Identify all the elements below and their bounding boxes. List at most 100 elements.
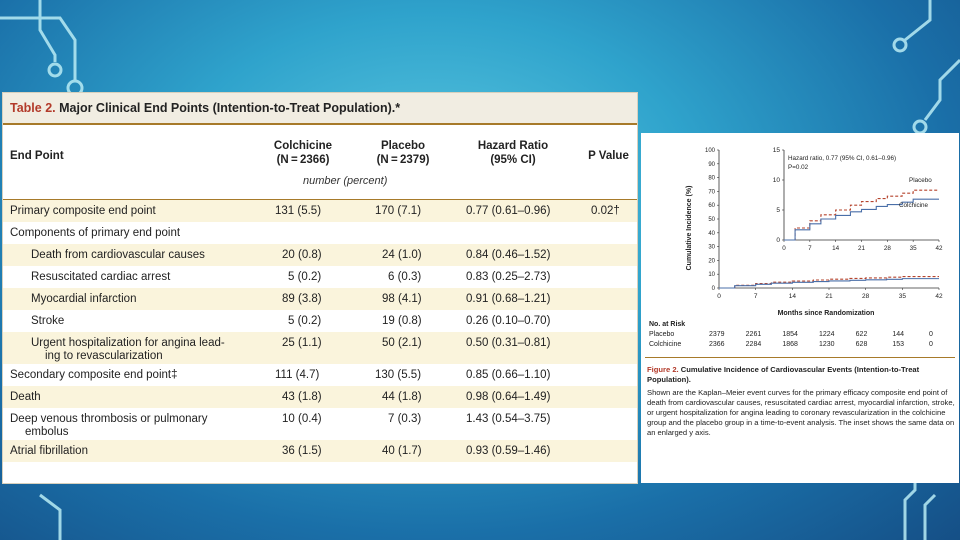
header-endpoint: End Point xyxy=(10,150,64,162)
endpoint-cell: Urgent hospitalization for angina lead- xyxy=(31,337,225,349)
table-panel: Table 2. Major Clinical End Points (Inte… xyxy=(2,92,638,484)
inset-y-tick-label: 5 xyxy=(776,207,780,214)
inset-x-tick-label: 42 xyxy=(935,245,943,252)
caption-title-text: Cumulative Incidence of Cardiovascular E… xyxy=(647,365,920,384)
endpoint-cell-continued: embolus xyxy=(25,426,69,438)
at-risk-value: 2284 xyxy=(745,341,762,348)
y-tick-label: 100 xyxy=(705,148,716,154)
p-cell: 0.02† xyxy=(591,205,620,217)
at-risk-row-colchicine: Colchicine 2366 2284 1868 1230 628 153 0 xyxy=(649,341,955,351)
endpoint-cell: Resuscitated cardiac arrest xyxy=(31,271,171,283)
inset-x-tick-label: 14 xyxy=(832,245,840,252)
colchicine-cell: 111 (4.7) xyxy=(275,369,320,381)
legend-placebo: Placebo xyxy=(909,177,932,184)
table-body: Primary composite end point 131 (5.5) 17… xyxy=(3,200,637,462)
at-risk-value: 1854 xyxy=(782,331,798,338)
hr-cell: 0.84 (0.46–1.52) xyxy=(466,249,551,261)
figure-caption: Figure 2. Cumulative Incidence of Cardio… xyxy=(647,365,955,438)
at-risk-value: 0 xyxy=(929,341,933,348)
at-risk-group: Placebo xyxy=(649,331,675,338)
header-colchicine-n: (N = 2366) xyxy=(276,154,330,166)
endpoint-cell: Deep venous thrombosis or pulmonary xyxy=(10,413,208,425)
hr-cell: 0.83 (0.25–2.73) xyxy=(466,271,551,283)
header-colchicine: Colchicine (N = 2366) xyxy=(258,139,348,167)
y-tick-label: 10 xyxy=(708,272,715,278)
at-risk-title: No. at Risk xyxy=(649,321,686,328)
table-title-text: Major Clinical End Points (Intention-to-… xyxy=(59,101,401,115)
table-row: Primary composite end point 131 (5.5) 17… xyxy=(3,200,637,222)
y-tick-label: 70 xyxy=(708,189,715,195)
x-tick-label: 0 xyxy=(717,293,721,300)
at-risk-value: 622 xyxy=(855,331,868,338)
at-risk-value: 1230 xyxy=(819,341,835,348)
inset-y-tick-label: 10 xyxy=(773,177,781,184)
hr-cell: 0.77 (0.61–0.96) xyxy=(466,205,551,217)
endpoint-cell: Death xyxy=(10,391,41,403)
table-row: Resuscitated cardiac arrest 5 (0.2) 6 (0… xyxy=(3,266,637,288)
inset-y-tick-label: 15 xyxy=(773,147,781,154)
header-placebo-name: Placebo xyxy=(380,140,426,152)
y-tick-label: 50 xyxy=(708,217,715,223)
x-tick-label: 14 xyxy=(789,293,797,300)
colchicine-cell: 36 (1.5) xyxy=(282,445,322,457)
header-placebo-n: (N = 2379) xyxy=(376,154,430,166)
inset-x-tick-label: 35 xyxy=(910,245,918,252)
table-row: Stroke 5 (0.2) 19 (0.8) 0.26 (0.10–0.70) xyxy=(3,310,637,332)
colchicine-cell: 10 (0.4) xyxy=(282,413,322,425)
y-tick-label: 60 xyxy=(708,203,715,209)
figure-label: Figure 2. xyxy=(647,365,679,374)
figure-panel: Cumulative Incidence (%) Months since Ra… xyxy=(641,133,959,483)
inset-x-tick-label: 0 xyxy=(782,245,786,252)
placebo-cell: 19 (0.8) xyxy=(382,315,422,327)
x-tick-label: 35 xyxy=(899,293,907,300)
header-hazard-ratio: Hazard Ratio (95% CI) xyxy=(463,139,563,167)
at-risk-value: 1224 xyxy=(819,331,835,338)
endpoint-cell: Death from cardiovascular causes xyxy=(31,249,205,261)
placebo-cell: 40 (1.7) xyxy=(382,445,422,457)
colchicine-cell: 5 (0.2) xyxy=(288,315,322,327)
endpoint-cell: Primary composite end point xyxy=(10,205,156,217)
table-row: Components of primary end point xyxy=(3,222,637,244)
hr-cell: 0.93 (0.59–1.46) xyxy=(466,445,551,457)
colchicine-cell: 5 (0.2) xyxy=(288,271,322,283)
table-header: End Point Colchicine (N = 2366) Placebo … xyxy=(3,125,637,200)
endpoint-cell: Secondary composite end point‡ xyxy=(10,369,178,381)
placebo-cell: 98 (4.1) xyxy=(382,293,422,305)
hr-cell: 0.85 (0.66–1.10) xyxy=(466,369,551,381)
main-series xyxy=(719,275,939,289)
placebo-cell: 170 (7.1) xyxy=(375,205,422,217)
caption-separator xyxy=(645,357,955,358)
endpoint-cell: Myocardial infarction xyxy=(31,293,137,305)
endpoint-cell: Components of primary end point xyxy=(10,227,181,239)
hr-cell: 0.98 (0.64–1.49) xyxy=(466,391,551,403)
y-tick-label: 40 xyxy=(708,231,715,237)
x-tick-label: 28 xyxy=(862,293,870,300)
endpoint-cell: Atrial fibrillation xyxy=(10,445,88,457)
table-row: Deep venous thrombosis or pulmonary embo… xyxy=(3,408,637,440)
table-row: Urgent hospitalization for angina lead- … xyxy=(3,332,637,364)
table-label: Table 2. xyxy=(10,101,56,115)
inset-chart: 0 5 10 15 0 7 14 21 28 35 42 xyxy=(773,147,943,252)
endpoint-cell: Stroke xyxy=(31,315,65,327)
placebo-cell: 7 (0.3) xyxy=(388,413,422,425)
caption-body: Shown are the Kaplan–Meier event curves … xyxy=(647,388,955,437)
colchicine-cell: 43 (1.8) xyxy=(282,391,322,403)
at-risk-group: Colchicine xyxy=(649,341,682,348)
table-row: Death from cardiovascular causes 20 (0.8… xyxy=(3,244,637,266)
units-label: number (percent) xyxy=(303,175,388,187)
at-risk-value: 153 xyxy=(892,341,905,348)
inset-series-line-colchicine xyxy=(784,198,939,241)
inset-x-tick-label: 28 xyxy=(884,245,892,252)
y-tick-label: 0 xyxy=(712,286,716,292)
table-row: Myocardial infarction 89 (3.8) 98 (4.1) … xyxy=(3,288,637,310)
y-tick-label: 30 xyxy=(708,245,715,251)
at-risk-value: 628 xyxy=(855,341,868,348)
x-tick-label: 21 xyxy=(825,293,833,300)
placebo-cell: 130 (5.5) xyxy=(375,369,422,381)
y-tick-label: 90 xyxy=(708,162,715,168)
at-risk-value: 2379 xyxy=(709,331,725,338)
header-placebo: Placebo (N = 2379) xyxy=(358,139,448,167)
header-colchicine-name: Colchicine xyxy=(273,140,333,152)
table-row: Secondary composite end point‡ 111 (4.7)… xyxy=(3,364,637,386)
